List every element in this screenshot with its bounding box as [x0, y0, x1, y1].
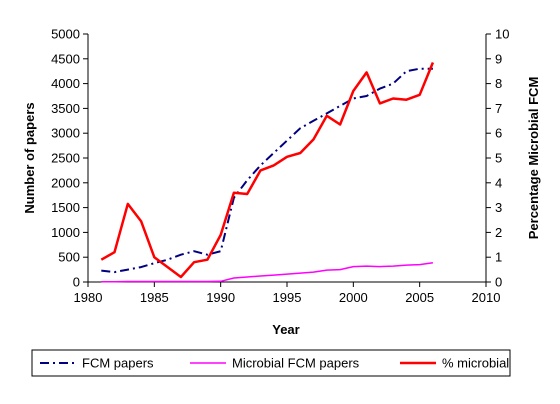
series-line-fcm-papers [101, 67, 433, 274]
legend-label: Microbial FCM papers [232, 356, 360, 371]
x-axis-title: Year [272, 322, 299, 337]
y-left-tick-label: 4000 [51, 76, 80, 91]
y-right-tick-label: 1 [495, 250, 502, 265]
y-axis-left-title: Number of papers [22, 102, 37, 213]
series-line-microbial [100, 62, 435, 279]
y-left-tick-label: 1500 [51, 200, 80, 215]
y-right-tick-label: 4 [495, 175, 502, 190]
y-left-tick-label: 5000 [51, 27, 80, 42]
y-right-tick-label: 2 [495, 225, 502, 240]
plot-area: 0 500 1000 1500 2000 2500 3000 3500 4000 4500 5000… [51, 27, 509, 306]
y-left-tick-label: 500 [58, 250, 80, 265]
y-right-tick-label: 8 [495, 76, 502, 91]
y-right-tick-label: 6 [495, 126, 502, 141]
y-right-tick-label: 9 [495, 51, 502, 66]
y-right-tick-label: 3 [495, 200, 502, 215]
y-right-tick-label: 10 [495, 27, 509, 42]
y-left-tick-label: 1000 [51, 225, 80, 240]
x-tick-label: 1980 [74, 290, 103, 305]
x-tick-label: 2005 [405, 290, 434, 305]
series-line-microbial-fcm-papers [101, 261, 434, 283]
y-right-tick-label: 5 [495, 151, 502, 166]
y-left-tick-label: 0 [73, 275, 80, 290]
y-left-tick-label: 2000 [51, 175, 80, 190]
y-right-tick-label: 7 [495, 101, 502, 116]
legend-label: FCM papers [82, 356, 154, 371]
legend: FCM papers Microbial FCM papers % microbia… [31, 349, 511, 377]
y-axis-right-title: Percentage Microbial FCM [526, 77, 541, 240]
x-tick-label: 2000 [339, 290, 368, 305]
x-tick-label: 2010 [472, 290, 501, 305]
x-tick-label: 1990 [206, 290, 235, 305]
legend-label: % microbial [442, 356, 509, 371]
y-right-tick-label: 0 [495, 275, 502, 290]
x-tick-label: 1995 [273, 290, 302, 305]
y-left-tick-label: 4500 [51, 51, 80, 66]
y-left-tick-label: 3500 [51, 101, 80, 116]
y-left-tick-label: 3000 [51, 126, 80, 141]
y-left-tick-label: 2500 [51, 151, 80, 166]
x-tick-label: 1985 [140, 290, 169, 305]
